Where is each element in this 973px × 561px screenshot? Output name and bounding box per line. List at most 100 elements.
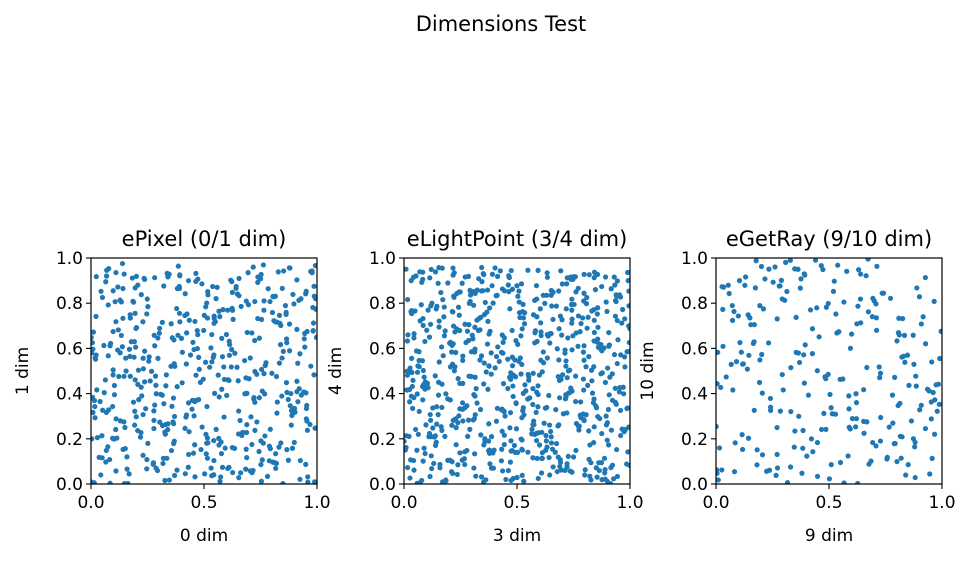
scatter-point xyxy=(906,382,912,388)
scatter-point xyxy=(814,439,821,446)
scatter-point xyxy=(460,380,466,386)
scatter-point xyxy=(538,470,545,476)
scatter-point xyxy=(141,275,147,281)
scatter-point xyxy=(99,433,105,439)
y-tick-label: 0.4 xyxy=(369,385,396,405)
scatter-point xyxy=(933,382,939,388)
scatter-point xyxy=(473,473,479,479)
scatter-point xyxy=(291,439,297,446)
scatter-point xyxy=(192,318,198,325)
scatter-point xyxy=(857,296,864,302)
scatter-point xyxy=(243,466,249,472)
scatter-point xyxy=(197,379,204,385)
scatter-point xyxy=(435,392,442,398)
scatter-point xyxy=(530,312,537,318)
scatter-point xyxy=(410,377,416,383)
scatter-point xyxy=(102,377,108,383)
scatter-point xyxy=(774,424,780,431)
scatter-point xyxy=(774,465,781,471)
scatter-point xyxy=(281,268,287,274)
scatter-point xyxy=(604,478,610,484)
scatter-point xyxy=(609,462,616,468)
scatter-point xyxy=(548,292,554,298)
scatter-point xyxy=(581,298,587,304)
scatter-point xyxy=(578,399,584,405)
scatter-point xyxy=(751,407,757,413)
scatter-point xyxy=(193,270,199,276)
scatter-point xyxy=(499,286,506,292)
scatter-point xyxy=(612,385,618,391)
scatter-point xyxy=(519,446,525,452)
scatter-point xyxy=(216,435,222,442)
y-tick-label: 0.0 xyxy=(56,475,83,495)
scatter-point xyxy=(500,468,506,474)
scatter-point xyxy=(739,361,746,367)
scatter-point xyxy=(432,433,438,439)
scatter-point xyxy=(902,359,908,365)
scatter-point xyxy=(496,358,502,365)
scatter-point xyxy=(126,471,132,477)
scatter-point xyxy=(215,372,221,378)
scatter-point xyxy=(307,421,313,428)
scatter-point xyxy=(559,281,565,287)
scatter-point xyxy=(818,426,825,433)
scatter-point xyxy=(420,367,426,374)
scatter-point xyxy=(185,464,191,470)
scatter-point xyxy=(498,349,505,355)
scatter-point xyxy=(455,304,462,310)
scatter-point xyxy=(846,424,852,430)
scatter-point xyxy=(539,455,545,461)
scatter-point xyxy=(779,371,785,378)
scatter-point xyxy=(106,266,112,272)
scatter-point xyxy=(472,374,478,380)
scatter-point xyxy=(471,302,477,308)
scatter-point xyxy=(132,310,138,316)
scatter-point xyxy=(244,329,250,336)
scatter-point xyxy=(256,448,262,455)
scatter-point xyxy=(121,419,127,425)
scatter-point xyxy=(938,328,942,334)
scatter-point xyxy=(229,279,235,285)
scatter-point xyxy=(411,467,417,473)
scatter-point xyxy=(464,447,470,454)
scatter-point xyxy=(563,394,569,400)
scatter-point xyxy=(841,299,847,305)
scatter-point xyxy=(773,472,779,478)
scatter-point xyxy=(784,288,790,295)
scatter-point xyxy=(569,320,575,326)
scatter-point xyxy=(278,322,284,329)
scatter-point xyxy=(547,472,553,478)
scatter-point xyxy=(295,360,301,366)
scatter-point xyxy=(313,306,317,312)
scatter-point xyxy=(241,357,248,364)
scatter-point xyxy=(436,324,442,330)
scatter-point xyxy=(556,357,562,363)
scatter-point xyxy=(418,302,424,308)
scatter-point xyxy=(427,275,433,281)
scatter-point xyxy=(256,335,262,341)
scatter-point xyxy=(176,310,183,316)
scatter-point xyxy=(152,343,158,349)
scatter-point xyxy=(112,299,118,305)
scatter-point xyxy=(547,340,553,346)
scatter-point xyxy=(171,438,177,444)
scatter-point xyxy=(279,355,285,361)
scatter-point xyxy=(103,273,110,279)
scatter-point xyxy=(226,352,233,358)
scatter-point xyxy=(865,309,872,315)
scatter-point xyxy=(311,283,317,289)
scatter-point xyxy=(466,322,472,328)
scatter-point xyxy=(259,388,265,394)
scatter-point xyxy=(540,349,546,355)
scatter-point xyxy=(156,330,162,336)
scatter-point xyxy=(272,319,279,325)
scatter-point xyxy=(297,457,303,464)
scatter-point xyxy=(826,476,833,482)
scatter-point xyxy=(759,452,766,458)
scatter-point xyxy=(264,473,271,479)
scatter-point xyxy=(472,451,478,457)
scatter-point xyxy=(490,300,496,306)
scatter-point xyxy=(195,276,201,282)
scatter-point xyxy=(795,350,802,356)
scatter-point xyxy=(133,414,139,420)
